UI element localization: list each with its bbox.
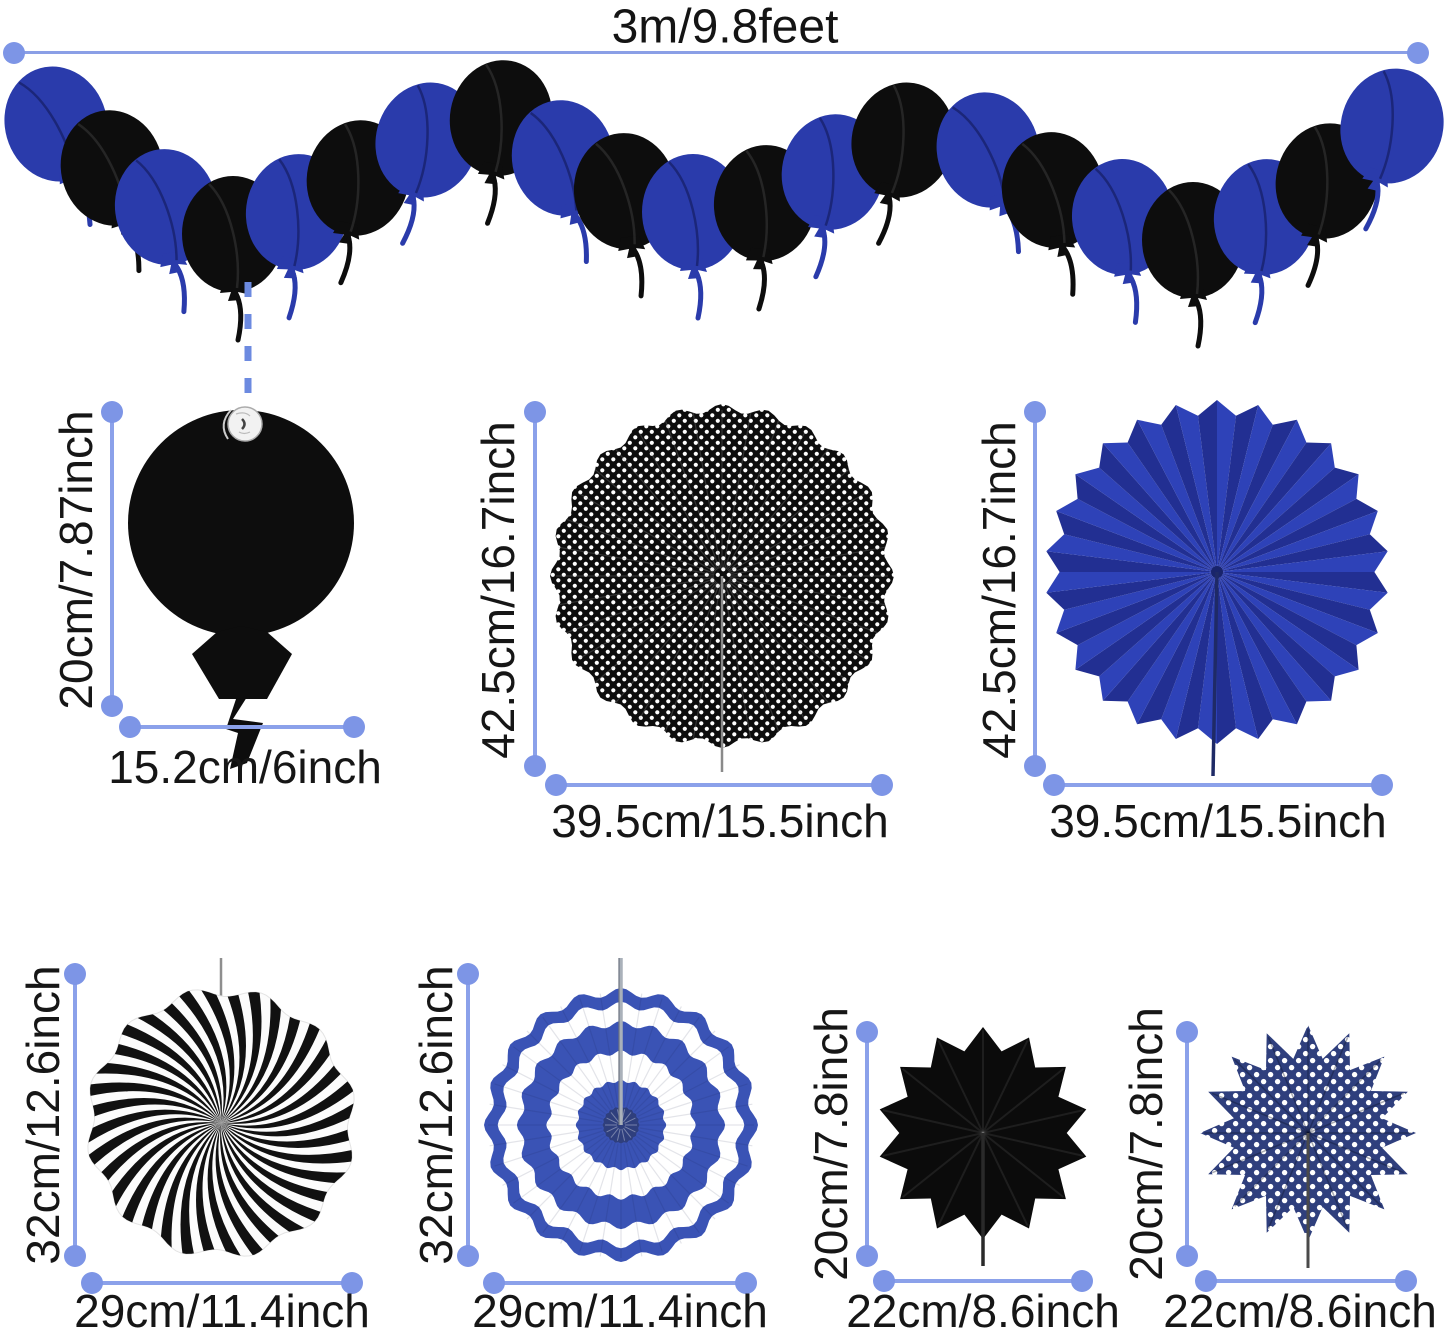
measure-endpoint-dot bbox=[1395, 1270, 1417, 1292]
measure-endpoint-dot bbox=[81, 1272, 103, 1294]
width-label-black-pinwheel-fan: 22cm/8.6inch bbox=[846, 1285, 1120, 1336]
width-measure-line-blue-white-ring-fan bbox=[483, 1272, 757, 1294]
measure-endpoint-dot bbox=[341, 1272, 363, 1294]
width-label-blue-pleated-fan: 39.5cm/15.5inch bbox=[1049, 795, 1387, 847]
garland-length-measure-line bbox=[3, 41, 1429, 64]
measure-endpoint-dot bbox=[856, 1245, 878, 1267]
height-measure-line-black-polka-dot-fan bbox=[524, 401, 546, 777]
measure-endpoint-dot bbox=[1043, 774, 1065, 796]
height-measure-line-black-balloon-cutout bbox=[101, 401, 123, 717]
black-white-swirl-fan bbox=[87, 958, 355, 1257]
width-label-navy-polka-dot-fan: 22cm/8.6inch bbox=[1163, 1285, 1437, 1336]
balloon-garland bbox=[4, 60, 1444, 349]
height-label-blue-white-ring-fan: 32cm/12.6inch bbox=[410, 965, 462, 1265]
width-label-black-balloon-cutout: 15.2cm/6inch bbox=[108, 741, 382, 793]
height-label-navy-polka-dot-fan: 20cm/7.8inch bbox=[1120, 1007, 1172, 1281]
measure-endpoint-dot bbox=[1371, 774, 1393, 796]
height-measure-line-blue-pleated-fan bbox=[1024, 401, 1046, 777]
measure-endpoint-dot bbox=[101, 401, 123, 423]
height-label-black-balloon-cutout: 20cm/7.87inch bbox=[50, 410, 102, 710]
width-measure-line-blue-pleated-fan bbox=[1043, 774, 1393, 796]
hanging-string bbox=[1211, 571, 1219, 777]
measure-endpoint-dot bbox=[735, 1272, 757, 1294]
measure-endpoint-dot bbox=[119, 716, 141, 738]
measure-endpoint-dot bbox=[1176, 1021, 1198, 1043]
measure-endpoint-dot bbox=[545, 774, 567, 796]
blue-white-ring-fan bbox=[484, 958, 758, 1262]
height-measure-line-navy-polka-dot-fan bbox=[1176, 1021, 1198, 1267]
black-pinwheel-fan bbox=[879, 1027, 1087, 1266]
garland-balloon-blue bbox=[1340, 68, 1444, 232]
height-measure-line-black-pinwheel-fan bbox=[856, 1021, 878, 1267]
width-measure-line-black-white-swirl-fan bbox=[81, 1272, 363, 1294]
measure-endpoint-dot bbox=[524, 401, 546, 423]
width-measure-line-navy-polka-dot-fan bbox=[1195, 1270, 1417, 1292]
measure-endpoint-dot bbox=[457, 1245, 479, 1267]
measure-endpoint-dot bbox=[3, 41, 25, 64]
height-measure-line-blue-white-ring-fan bbox=[457, 963, 479, 1267]
blue-pleated-fan bbox=[1046, 400, 1388, 777]
height-label-black-polka-dot-fan: 42.5cm/16.7inch bbox=[472, 421, 524, 759]
measure-endpoint-dot bbox=[1071, 1270, 1093, 1292]
height-label-black-white-swirl-fan: 32cm/12.6inch bbox=[17, 965, 69, 1265]
width-label-black-white-swirl-fan: 29cm/11.4inch bbox=[74, 1285, 370, 1336]
hang-tag bbox=[227, 406, 263, 442]
height-label-blue-pleated-fan: 42.5cm/16.7inch bbox=[973, 421, 1025, 759]
width-measure-line-black-pinwheel-fan bbox=[873, 1270, 1093, 1292]
width-label-black-polka-dot-fan: 39.5cm/15.5inch bbox=[551, 795, 889, 847]
garland-balloon-black bbox=[851, 82, 955, 246]
measure-endpoint-dot bbox=[483, 1272, 505, 1294]
tag-string bbox=[222, 409, 232, 440]
measure-endpoint-dot bbox=[856, 1021, 878, 1043]
measure-endpoint-dot bbox=[101, 695, 123, 717]
width-measure-line-black-balloon-cutout bbox=[119, 716, 365, 738]
measure-endpoint-dot bbox=[1195, 1270, 1217, 1292]
measure-endpoint-dot bbox=[873, 1270, 895, 1292]
measure-endpoint-dot bbox=[1176, 1245, 1198, 1267]
navy-polka-dot-fan bbox=[1200, 1025, 1416, 1268]
width-measure-line-black-polka-dot-fan bbox=[545, 774, 893, 796]
height-label-black-pinwheel-fan: 20cm/7.8inch bbox=[805, 1007, 857, 1281]
width-label-blue-white-ring-fan: 29cm/11.4inch bbox=[472, 1285, 768, 1336]
black-balloon-cutout bbox=[128, 406, 354, 769]
measure-endpoint-dot bbox=[64, 963, 86, 985]
measure-endpoint-dot bbox=[524, 755, 546, 777]
measure-endpoint-dot bbox=[1024, 755, 1046, 777]
measure-endpoint-dot bbox=[457, 963, 479, 985]
height-measure-line-black-white-swirl-fan bbox=[64, 963, 86, 1267]
garland-length-label: 3m/9.8feet bbox=[611, 0, 839, 54]
measure-endpoint-dot bbox=[343, 716, 365, 738]
black-polka-dot-fan bbox=[550, 404, 894, 772]
measure-endpoint-dot bbox=[871, 774, 893, 796]
measure-endpoint-dot bbox=[64, 1245, 86, 1267]
measure-endpoint-dot bbox=[1407, 41, 1429, 64]
measure-endpoint-dot bbox=[1024, 401, 1046, 423]
